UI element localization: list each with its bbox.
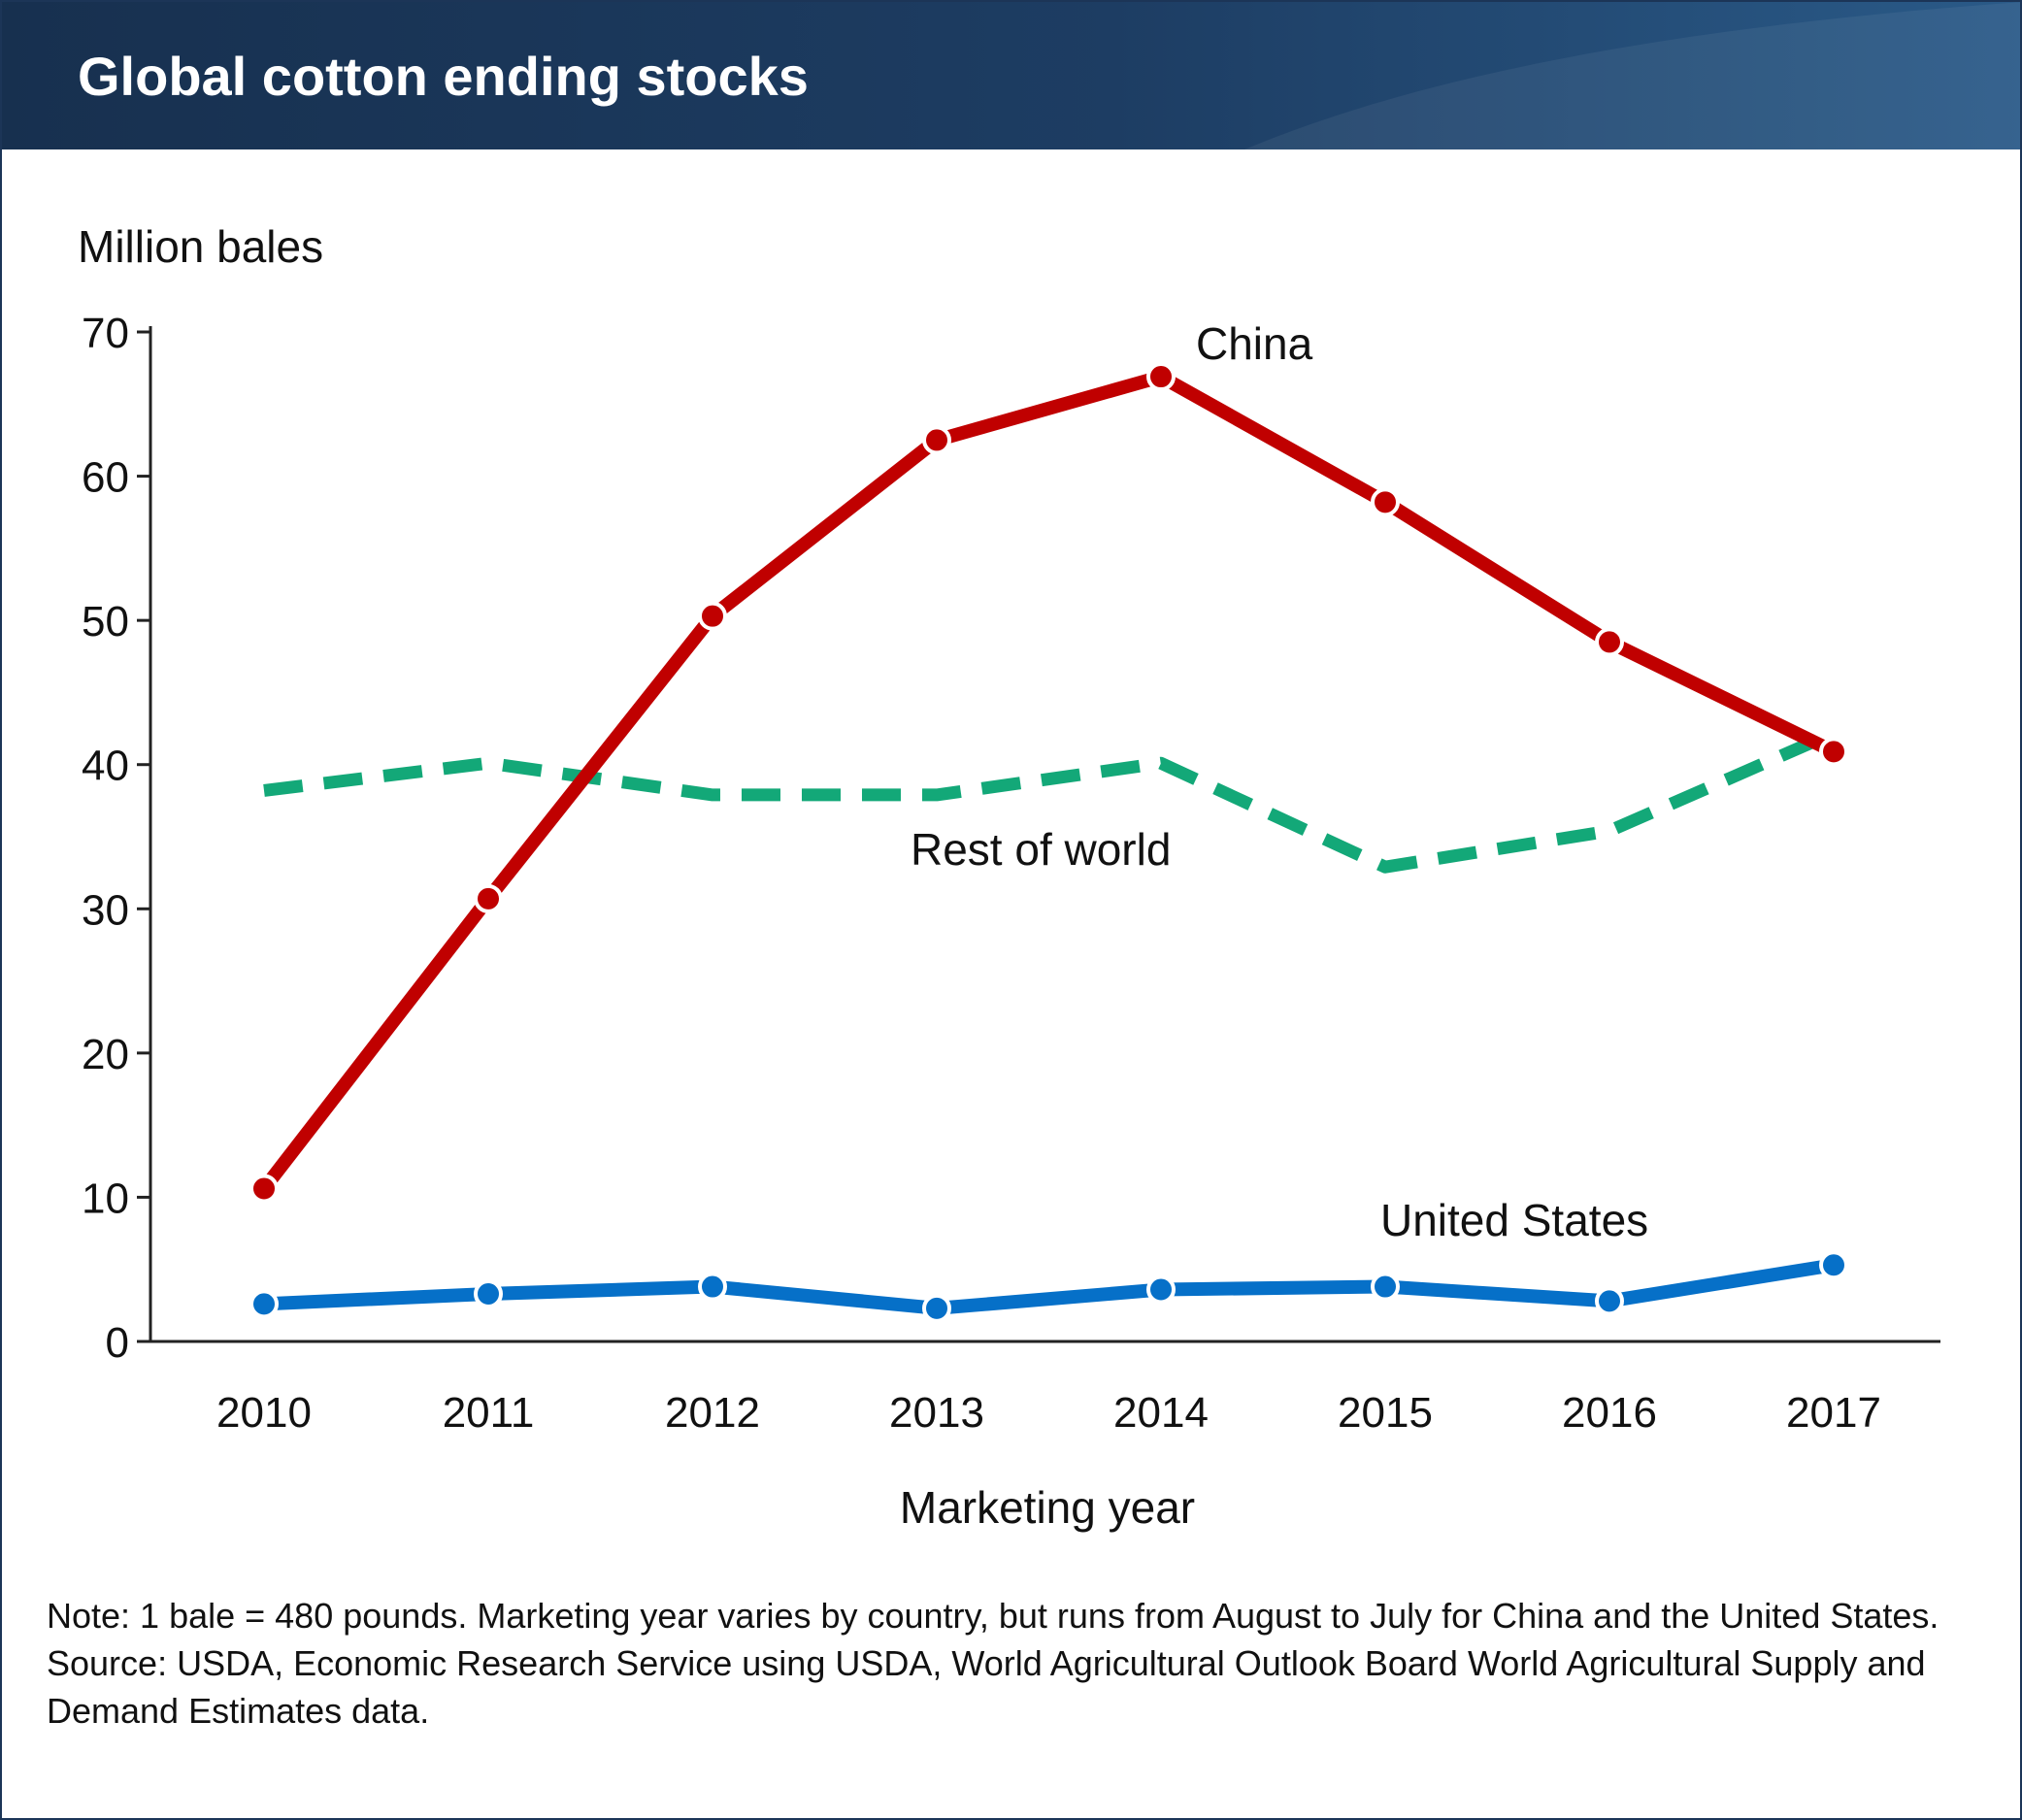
chart-title: Global cotton ending stocks xyxy=(78,46,809,107)
x-tick-label: 2014 xyxy=(1113,1389,1209,1437)
y-tick-label: 10 xyxy=(82,1175,129,1222)
footnotes: Note: 1 bale = 480 pounds. Marketing yea… xyxy=(47,1592,1978,1735)
source-text: Source: USDA, Economic Research Service … xyxy=(47,1643,1926,1731)
data-point-china xyxy=(1146,362,1176,392)
data-point-china xyxy=(698,601,727,631)
y-tick-label: 60 xyxy=(82,454,129,502)
y-tick-label: 0 xyxy=(106,1319,129,1367)
header-banner: Global cotton ending stocks xyxy=(2,2,2020,149)
series-lines xyxy=(258,370,1838,1315)
data-point-china xyxy=(474,883,503,913)
x-tick-label: 2011 xyxy=(443,1389,535,1437)
series-line-china xyxy=(258,370,1838,1193)
data-point-china xyxy=(922,425,951,455)
x-axis: 2010 2011 2012 2013 2014 2015 2016 2017 xyxy=(149,1340,1940,1437)
data-point-united-states xyxy=(1146,1274,1176,1305)
x-axis-label: Marketing year xyxy=(900,1482,1195,1533)
header-swoosh xyxy=(1244,2,2020,149)
data-point-united-states xyxy=(922,1293,951,1323)
data-point-china xyxy=(1819,737,1848,767)
x-tick-label: 2016 xyxy=(1562,1389,1657,1437)
data-point-united-states xyxy=(249,1289,279,1319)
x-tick-label: 2013 xyxy=(889,1389,984,1437)
data-point-china xyxy=(1595,627,1624,657)
x-tick-label: 2017 xyxy=(1786,1389,1881,1437)
series-label-china: China xyxy=(1196,318,1313,369)
y-tick-label: 40 xyxy=(82,743,129,790)
series-line-united-states xyxy=(263,1258,1836,1315)
data-point-china xyxy=(1371,487,1400,517)
series-label-rest-of-world: Rest of world xyxy=(911,824,1171,875)
data-point-united-states xyxy=(474,1278,503,1308)
data-point-united-states xyxy=(1819,1250,1848,1280)
x-tick-label: 2010 xyxy=(216,1389,312,1437)
x-tick-label: 2015 xyxy=(1338,1389,1433,1437)
data-point-united-states xyxy=(1371,1272,1400,1302)
note-text: Note: 1 bale = 480 pounds. Marketing yea… xyxy=(47,1596,1939,1636)
x-tick-label: 2012 xyxy=(665,1389,760,1437)
series-markers xyxy=(249,362,1848,1323)
y-tick-label: 50 xyxy=(82,598,129,645)
data-point-united-states xyxy=(698,1272,727,1302)
data-point-china xyxy=(249,1174,279,1204)
y-tick-label: 20 xyxy=(82,1031,129,1078)
y-axis-label: Million bales xyxy=(78,221,323,272)
y-axis: 0 10 20 30 40 50 60 70 xyxy=(82,310,152,1367)
data-point-united-states xyxy=(1595,1286,1624,1316)
series-line-rest-of-world xyxy=(263,727,1837,874)
series-label-united-states: United States xyxy=(1380,1195,1648,1245)
y-tick-label: 30 xyxy=(82,886,129,934)
y-tick-label: 70 xyxy=(82,310,129,357)
